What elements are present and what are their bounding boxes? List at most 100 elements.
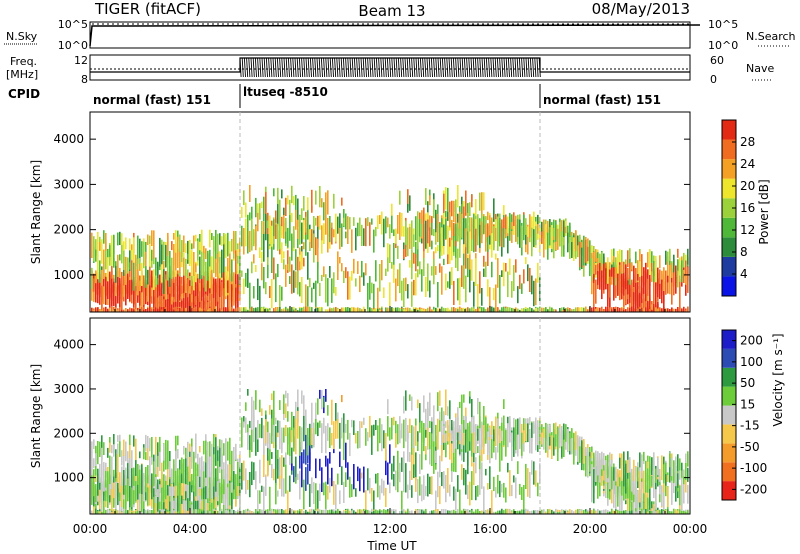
data-cell xyxy=(535,278,537,306)
colorbar-tick-label: 24 xyxy=(740,157,755,171)
data-cell xyxy=(687,306,689,312)
data-cell xyxy=(359,468,361,492)
data-cell xyxy=(379,485,381,500)
data-cell xyxy=(431,266,433,276)
data-cell xyxy=(93,278,95,290)
data-cell xyxy=(657,510,659,514)
data-cell xyxy=(439,263,441,273)
data-cell xyxy=(491,436,493,459)
data-cell xyxy=(469,481,471,506)
data-cell xyxy=(401,309,403,312)
data-cell xyxy=(535,424,537,451)
data-cell xyxy=(283,478,285,497)
data-cell xyxy=(107,478,109,509)
data-cell xyxy=(309,306,311,312)
data-cell xyxy=(109,442,111,453)
data-cell xyxy=(381,309,383,312)
data-cell xyxy=(433,422,435,433)
data-cell xyxy=(497,307,499,312)
data-cell xyxy=(405,417,407,430)
data-cell xyxy=(423,395,425,413)
data-cell xyxy=(607,257,609,284)
data-cell xyxy=(169,460,171,478)
data-cell xyxy=(285,390,287,399)
data-cell xyxy=(93,439,95,449)
data-cell xyxy=(527,423,529,443)
data-cell xyxy=(497,222,499,251)
data-cell xyxy=(383,430,385,449)
data-cell xyxy=(329,427,331,448)
data-cell xyxy=(423,259,425,276)
data-cell xyxy=(463,249,465,279)
data-cell xyxy=(495,284,497,310)
data-cell xyxy=(517,428,519,457)
data-cell xyxy=(489,287,491,312)
data-cell xyxy=(667,486,669,508)
data-cell xyxy=(241,270,243,277)
data-cell xyxy=(685,479,687,493)
data-cell xyxy=(549,226,551,246)
data-cell xyxy=(211,488,213,499)
data-cell xyxy=(199,241,201,251)
data-cell xyxy=(651,475,653,487)
data-cell xyxy=(685,260,687,285)
data-cell xyxy=(581,241,583,248)
data-cell xyxy=(141,241,143,257)
data-cell xyxy=(351,484,353,497)
data-cell xyxy=(671,480,673,505)
data-cell xyxy=(647,252,649,268)
data-cell xyxy=(427,263,429,292)
data-cell xyxy=(369,276,371,300)
data-cell xyxy=(425,308,427,312)
data-cell xyxy=(295,209,297,227)
data-cell xyxy=(513,226,515,235)
data-cell xyxy=(417,245,419,267)
data-cell xyxy=(169,501,171,513)
data-cell xyxy=(393,229,395,237)
data-cell xyxy=(389,244,391,263)
data-cell xyxy=(181,495,183,504)
data-cell xyxy=(187,281,189,309)
data-cell xyxy=(497,511,499,514)
data-cell xyxy=(413,426,415,448)
data-cell xyxy=(261,263,263,281)
data-cell xyxy=(627,486,629,514)
data-cell xyxy=(247,480,249,490)
data-cell xyxy=(381,424,383,452)
data-cell xyxy=(515,419,517,438)
data-cell xyxy=(191,456,193,469)
nsky-tick-top-right: 10^5 xyxy=(708,18,738,31)
data-cell xyxy=(549,309,551,312)
data-cell xyxy=(653,452,655,478)
data-cell xyxy=(411,453,413,480)
data-cell xyxy=(523,269,525,284)
data-cell xyxy=(153,269,155,290)
data-cell xyxy=(323,202,325,221)
data-cell xyxy=(203,501,205,514)
data-cell xyxy=(485,468,487,476)
data-cell xyxy=(609,455,611,484)
data-cell xyxy=(169,307,171,312)
data-cell xyxy=(271,452,273,459)
data-cell xyxy=(457,509,459,514)
data-cell xyxy=(423,475,425,500)
data-cell xyxy=(463,468,465,486)
data-cell xyxy=(523,418,525,434)
data-cell xyxy=(297,219,299,239)
data-cell xyxy=(601,306,603,312)
data-cell xyxy=(339,422,341,449)
data-cell xyxy=(663,464,665,484)
data-cell xyxy=(413,228,415,235)
data-cell xyxy=(475,457,477,474)
data-cell xyxy=(659,469,661,482)
data-cell xyxy=(95,239,97,256)
data-cell xyxy=(637,282,639,290)
data-cell xyxy=(209,452,211,478)
data-cell xyxy=(129,458,131,482)
data-cell xyxy=(407,508,409,514)
data-cell xyxy=(435,266,437,275)
data-cell xyxy=(465,469,467,495)
data-cell xyxy=(547,423,549,451)
data-cell xyxy=(363,306,365,312)
data-cell xyxy=(229,287,231,312)
